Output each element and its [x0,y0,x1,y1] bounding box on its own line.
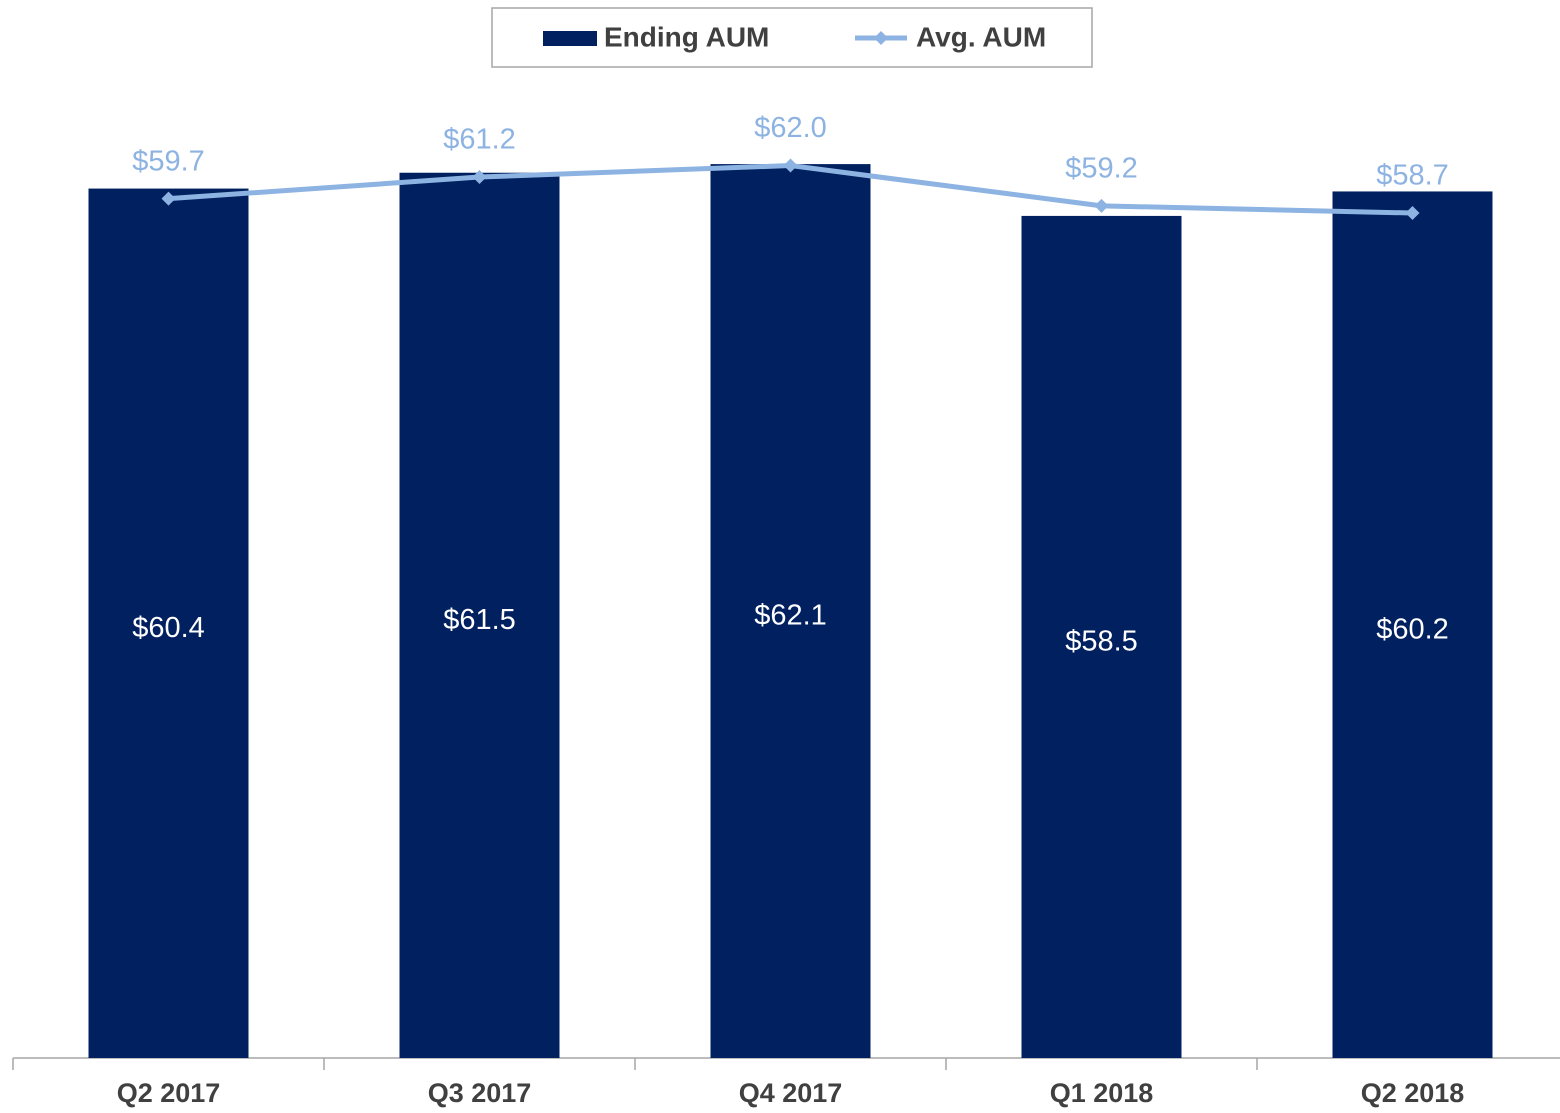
legend-label: Ending AUM [604,21,769,52]
bar-label: $61.5 [443,604,516,636]
bar-label: $58.5 [1065,626,1138,658]
bar-label: $62.1 [754,600,827,632]
line-marker [161,191,176,206]
bar-label: $60.4 [132,612,205,644]
bar-label: $60.2 [1376,613,1449,645]
bar [1021,215,1182,1059]
x-tick-label: Q2 2017 [117,1078,221,1108]
line-label: $59.7 [132,145,205,177]
x-tick-label: Q2 2018 [1361,1078,1465,1108]
bar [399,172,560,1059]
line-label: $62.0 [754,112,827,144]
x-tick-label: Q4 2017 [739,1078,843,1108]
line-label: $59.2 [1065,152,1138,184]
line-marker [472,170,487,185]
bar [88,188,249,1058]
x-tick-label: Q1 2018 [1050,1078,1154,1108]
line-label: $61.2 [443,124,516,156]
x-tick-label: Q3 2017 [428,1078,532,1108]
line-marker [1094,198,1109,213]
legend-marker [874,31,888,45]
line-marker [783,158,798,173]
line-marker [1405,206,1420,221]
bar [1332,191,1493,1058]
bar [710,164,871,1058]
legend-label: Avg. AUM [916,21,1046,52]
line-label: $58.7 [1376,160,1449,192]
legend-swatch [543,31,597,46]
